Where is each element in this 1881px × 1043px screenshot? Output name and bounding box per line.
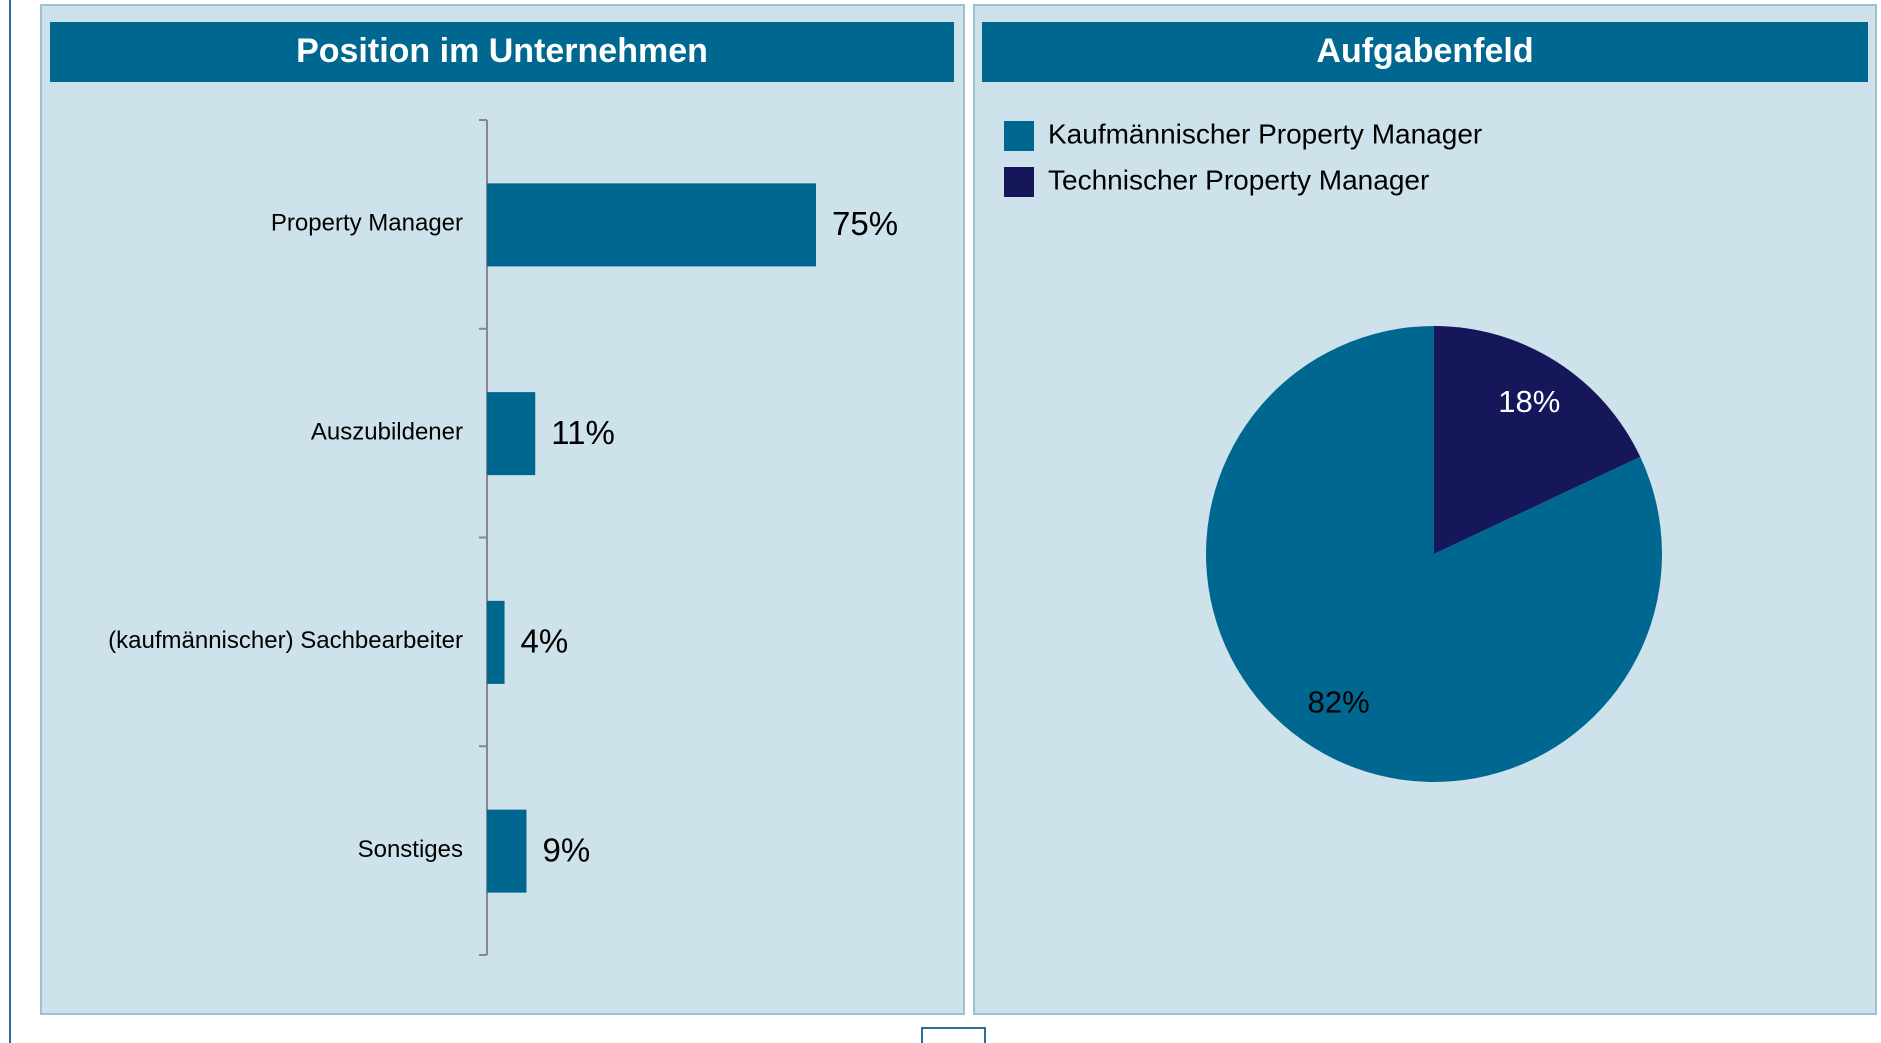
panel-header	[982, 22, 1868, 82]
slice-label: 18%	[1498, 384, 1560, 419]
bar	[487, 809, 527, 893]
slice-label: 82%	[1308, 684, 1370, 719]
value-label: 9%	[542, 831, 590, 868]
chart-title: Position im Unternehmen	[296, 32, 708, 70]
pie-slice	[1434, 326, 1641, 554]
value-label: 11%	[551, 414, 615, 451]
legend-swatch	[1004, 121, 1034, 151]
panel	[40, 4, 965, 1015]
value-label: 75%	[832, 205, 898, 242]
page-tab	[921, 1027, 986, 1043]
bar	[487, 600, 505, 684]
legend-label: Technischer Property Manager	[1048, 164, 1429, 195]
category-label: (kaufmännischer) Sachbearbeiter	[108, 627, 463, 654]
category-label: Property Manager	[271, 210, 463, 237]
panel-header	[50, 22, 954, 82]
category-label: Sonstiges	[358, 836, 463, 863]
legend-label: Kaufmännischer Property Manager	[1048, 118, 1482, 149]
bar	[487, 392, 536, 476]
pie-slice	[1206, 326, 1662, 782]
category-label: Auszubildener	[311, 418, 463, 445]
value-label: 4%	[521, 623, 569, 660]
chart-title: Aufgabenfeld	[1316, 32, 1533, 70]
bar	[487, 183, 816, 267]
legend-swatch	[1004, 167, 1034, 197]
